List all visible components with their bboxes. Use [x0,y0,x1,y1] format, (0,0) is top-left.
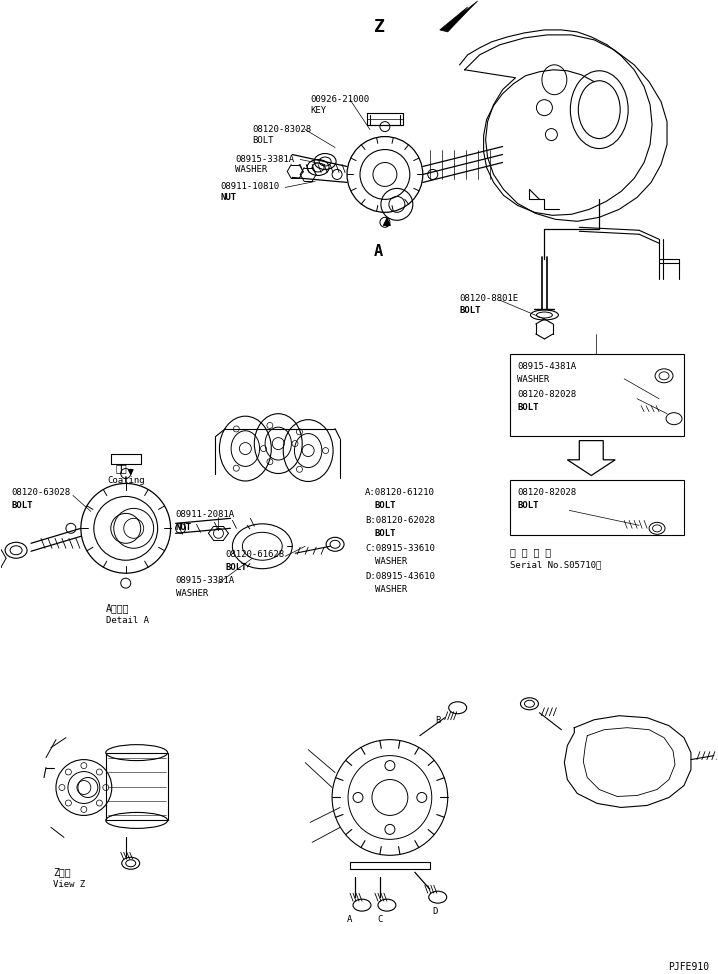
Text: KEY: KEY [310,105,326,115]
Text: B:08120-62028: B:08120-62028 [365,516,435,525]
Text: WASHER: WASHER [236,166,268,174]
Text: WASHER: WASHER [518,375,550,384]
Text: 08120-83028: 08120-83028 [252,125,312,133]
Text: 08911-10810: 08911-10810 [220,182,279,192]
Text: NUT: NUT [176,523,192,533]
Bar [106,753,167,820]
Polygon shape [439,1,477,32]
Text: 08120-82028: 08120-82028 [518,488,577,498]
Text: B: B [435,716,440,725]
Text: 08915-3381A: 08915-3381A [236,155,294,164]
Text: A:08120-61210: A:08120-61210 [365,488,435,498]
Text: Z: Z [375,18,386,36]
Text: Detail A: Detail A [106,616,149,625]
Text: 塗布: 塗布 [116,464,128,473]
Text: BOLT: BOLT [518,402,539,412]
Text: BOLT: BOLT [375,502,396,510]
Bar [510,480,684,536]
Text: BOLT: BOLT [460,306,481,315]
Text: A: A [348,916,353,924]
Bar [510,354,684,435]
Text: WASHER: WASHER [375,557,407,566]
Text: Z　視: Z 視 [53,867,70,878]
Text: A　詳細: A 詳細 [106,603,129,613]
Text: 08911-2081A: 08911-2081A [176,510,235,519]
Text: C: C [377,916,383,924]
Text: Serial No.S05710～: Serial No.S05710～ [510,560,601,569]
Text: WASHER: WASHER [176,589,208,598]
Text: 00926-21000: 00926-21000 [310,94,369,103]
Text: Coating: Coating [108,476,146,485]
Text: A: A [373,244,383,259]
Text: PJFE910: PJFE910 [668,962,709,972]
Text: 08915-4381A: 08915-4381A [518,362,577,371]
Text: BOLT: BOLT [252,135,274,144]
Text: D:08915-43610: D:08915-43610 [365,572,435,581]
Text: View Z: View Z [53,880,85,889]
Text: 適 用 号 機: 適 用 号 機 [510,547,551,557]
Text: 08120-82028: 08120-82028 [518,390,577,398]
Text: 08120-8801E: 08120-8801E [460,294,519,303]
Text: NUT: NUT [220,194,236,203]
Text: 08120-63028: 08120-63028 [11,488,70,498]
Text: C:08915-33610: C:08915-33610 [365,544,435,553]
Text: BOLT: BOLT [11,502,32,510]
Text: BOLT: BOLT [518,502,539,510]
Text: BOLT: BOLT [225,563,247,572]
Text: WASHER: WASHER [375,585,407,594]
Text: BOLT: BOLT [375,529,396,539]
Text: 08915-3381A: 08915-3381A [176,577,235,585]
Text: 08120-61628: 08120-61628 [225,550,284,559]
Text: D: D [432,907,437,917]
